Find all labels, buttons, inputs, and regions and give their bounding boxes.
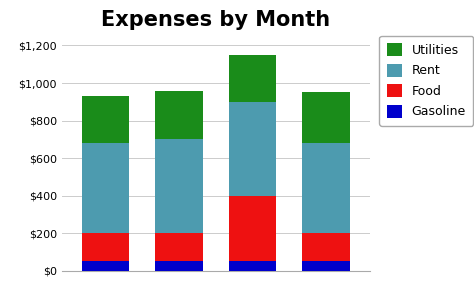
Bar xyxy=(155,261,203,271)
Bar xyxy=(228,55,276,102)
Bar xyxy=(82,233,129,261)
Bar xyxy=(228,102,276,196)
Bar xyxy=(82,143,129,233)
Bar xyxy=(302,261,349,271)
Bar xyxy=(155,139,203,233)
Bar xyxy=(228,261,276,271)
Bar xyxy=(155,91,203,139)
Bar xyxy=(302,143,349,233)
Bar xyxy=(302,233,349,261)
Bar xyxy=(155,233,203,261)
Bar xyxy=(82,261,129,271)
Bar xyxy=(228,196,276,261)
Title: Expenses by Month: Expenses by Month xyxy=(101,10,330,30)
Bar xyxy=(82,96,129,143)
Legend: Utilities, Rent, Food, Gasoline: Utilities, Rent, Food, Gasoline xyxy=(379,36,474,126)
Bar xyxy=(302,92,349,143)
